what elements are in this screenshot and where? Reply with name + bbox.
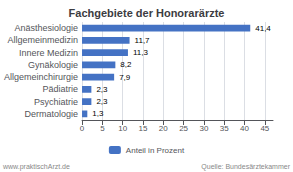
svg-text:35: 35	[220, 124, 229, 133]
svg-text:11,3: 11,3	[133, 48, 149, 57]
svg-text:1,3: 1,3	[92, 109, 104, 118]
svg-text:5: 5	[100, 124, 105, 133]
svg-text:Psychiatrie: Psychiatrie	[34, 97, 78, 107]
svg-text:11,7: 11,7	[135, 36, 151, 45]
svg-text:2,3: 2,3	[96, 85, 108, 94]
svg-text:Pädiatrie: Pädiatrie	[43, 84, 79, 94]
svg-text:Innere Medizin: Innere Medizin	[19, 48, 78, 58]
svg-text:Anästhesiologie: Anästhesiologie	[14, 23, 78, 33]
svg-text:15: 15	[139, 124, 148, 133]
svg-text:Anteil in Prozent: Anteil in Prozent	[126, 146, 185, 155]
svg-text:Fachgebiete der Honorarärzte: Fachgebiete der Honorarärzte	[69, 7, 225, 19]
svg-text:7,9: 7,9	[119, 73, 131, 82]
svg-text:40: 40	[240, 124, 249, 133]
svg-text:10: 10	[118, 124, 127, 133]
svg-text:2,3: 2,3	[96, 97, 108, 106]
svg-text:45: 45	[260, 124, 269, 133]
svg-text:Dermatologie: Dermatologie	[25, 109, 79, 119]
svg-text:30: 30	[199, 124, 208, 133]
svg-text:41,4: 41,4	[255, 24, 271, 33]
svg-text:20: 20	[159, 124, 168, 133]
svg-text:0: 0	[80, 124, 85, 133]
svg-text:Allgemeinmedizin: Allgemeinmedizin	[7, 35, 78, 45]
svg-text:8,2: 8,2	[120, 60, 132, 69]
svg-text:Allgemeinchirurgie: Allgemeinchirurgie	[4, 72, 78, 82]
svg-text:www.praktischArzt.de: www.praktischArzt.de	[2, 163, 70, 171]
svg-text:25: 25	[179, 124, 188, 133]
svg-text:Gynäkologie: Gynäkologie	[28, 60, 78, 70]
svg-text:Quelle: Bundesärztekammer: Quelle: Bundesärztekammer	[201, 163, 290, 171]
